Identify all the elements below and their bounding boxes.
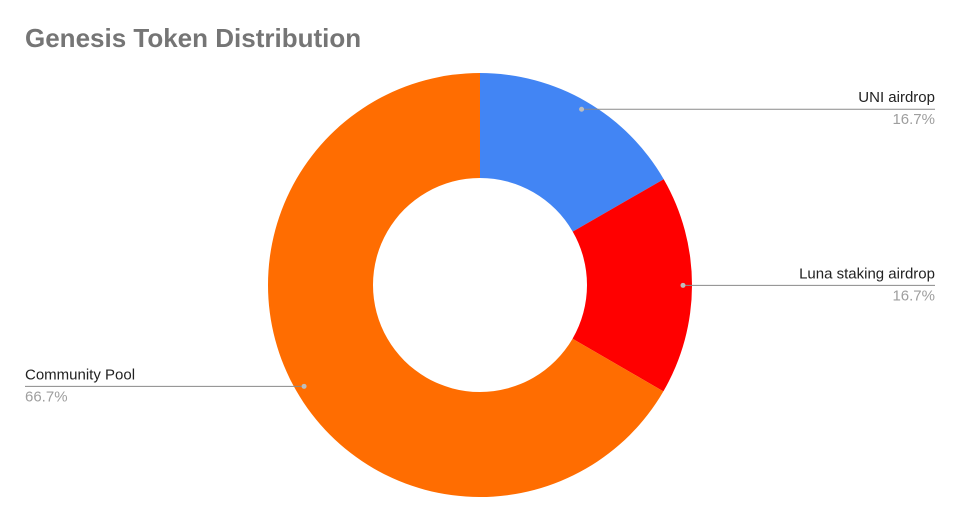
leader-dot: [301, 383, 307, 389]
data-label: 16.7%: [892, 287, 935, 304]
leader-dot: [680, 282, 686, 288]
donut-slice: [572, 179, 692, 392]
legend-label: Luna staking airdrop: [799, 265, 935, 282]
chart-title: Genesis Token Distribution: [25, 23, 361, 53]
data-label: 66.7%: [25, 388, 68, 405]
donut-slice: [480, 73, 664, 232]
legend-label: UNI airdrop: [858, 89, 935, 106]
data-label: 16.7%: [892, 111, 935, 128]
legend-label: Community Pool: [25, 366, 135, 383]
leader-dot: [579, 106, 585, 112]
donut-slice: [267, 73, 664, 498]
